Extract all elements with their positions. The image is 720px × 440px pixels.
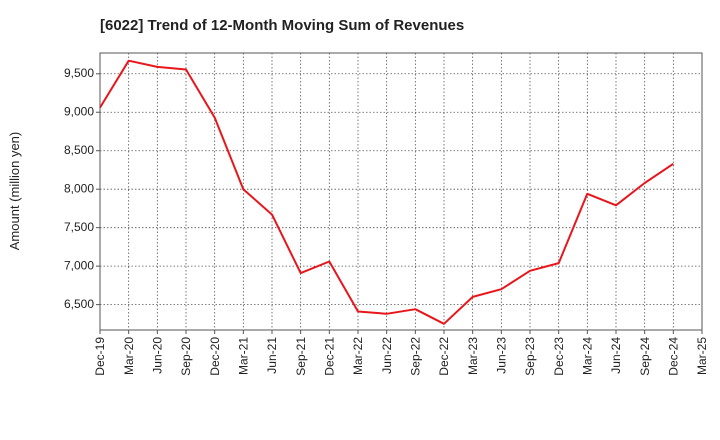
x-tick-label: Dec-23	[552, 337, 566, 376]
x-tick-label: Mar-21	[237, 337, 251, 375]
x-tick-label: Sep-20	[179, 337, 193, 376]
y-tick-label: 9,000	[64, 104, 94, 118]
chart-title: [6022] Trend of 12-Month Moving Sum of R…	[100, 17, 464, 34]
revenue-series-line	[99, 59, 674, 325]
x-tick-label: Mar-24	[581, 337, 595, 375]
y-tick-label: 8,000	[64, 181, 94, 195]
x-tick-label: Sep-22	[409, 337, 423, 376]
series-layer	[99, 59, 674, 325]
y-tick-label: 6,500	[64, 297, 94, 311]
x-tick-label: Sep-23	[523, 337, 537, 376]
y-tick-label: 8,500	[64, 143, 94, 157]
x-tick-label: Jun-24	[609, 337, 623, 374]
x-tick-label: Mar-22	[351, 337, 365, 375]
plot-area-border	[99, 52, 703, 331]
y-axis-label: Amount (million yen)	[7, 132, 22, 251]
x-tick-label: Jun-21	[265, 337, 279, 374]
y-tick-label: 9,500	[64, 66, 94, 80]
x-tick-label: Sep-24	[638, 337, 652, 376]
x-tick-label: Dec-24	[667, 337, 681, 376]
x-tick-label: Mar-23	[466, 337, 480, 375]
y-tick-label: 7,000	[64, 258, 94, 272]
x-tick-label: Sep-21	[294, 337, 308, 376]
x-tick-label: Dec-21	[323, 337, 337, 376]
x-axis-ticks: Dec-19 Mar-20 Jun-20 Sep-20 Dec-20 Mar-21 Jun-…	[93, 330, 709, 376]
x-tick-label: Jun-22	[380, 337, 394, 374]
x-tick-label: Dec-22	[437, 337, 451, 376]
y-tick-label: 7,500	[64, 220, 94, 234]
x-tick-label: Mar-25	[695, 337, 709, 375]
x-tick-label: Jun-20	[151, 337, 165, 374]
x-tick-label: Jun-23	[495, 337, 509, 374]
grid-lines	[100, 53, 702, 330]
x-tick-label: Dec-20	[208, 337, 222, 376]
x-tick-label: Mar-20	[122, 337, 136, 375]
x-tick-label: Dec-19	[93, 337, 107, 376]
y-axis-ticks: 6,500 7,000 7,500 8,000 8,500 9,000 9,500	[64, 66, 100, 311]
